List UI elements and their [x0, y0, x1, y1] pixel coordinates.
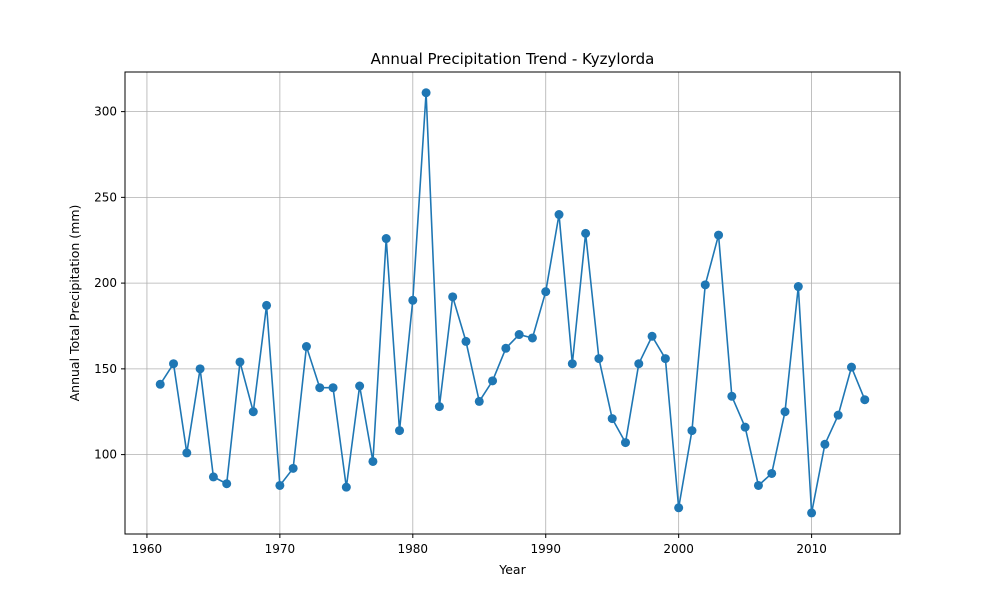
grid-lines	[125, 72, 900, 534]
data-point	[581, 228, 591, 238]
data-point	[355, 381, 365, 391]
data-point	[208, 472, 218, 482]
data-point	[514, 330, 524, 340]
data-point	[567, 359, 577, 369]
data-point	[860, 395, 870, 405]
data-point	[660, 354, 670, 364]
data-point	[235, 357, 245, 367]
data-point	[448, 292, 458, 302]
data-point	[461, 336, 471, 346]
data-point	[554, 210, 564, 220]
plot-frame	[124, 71, 901, 535]
data-point	[288, 463, 298, 473]
data-point	[408, 295, 418, 305]
data-point	[647, 331, 657, 341]
data-point	[607, 414, 617, 424]
y-tick-label: 100	[94, 448, 117, 462]
data-point	[687, 426, 697, 436]
y-tick-label: 200	[94, 276, 117, 290]
data-point	[541, 287, 551, 297]
data-point	[395, 426, 405, 436]
data-point	[793, 282, 803, 292]
data-point	[488, 376, 498, 386]
x-tick-label: 2010	[796, 542, 827, 556]
data-point	[155, 379, 165, 389]
data-point	[780, 407, 790, 417]
data-point	[714, 230, 724, 240]
y-tick-label: 250	[94, 190, 117, 204]
data-point	[262, 300, 272, 310]
x-axis-label: Year	[498, 562, 526, 577]
series-line	[159, 91, 866, 514]
data-point	[740, 422, 750, 432]
data-point	[421, 88, 431, 98]
data-point	[341, 482, 351, 492]
y-axis-label: Annual Total Precipitation (mm)	[67, 205, 82, 402]
data-point	[634, 359, 644, 369]
data-point	[501, 343, 511, 353]
data-point	[169, 359, 179, 369]
data-point	[767, 468, 777, 478]
data-point	[846, 362, 856, 372]
data-point	[434, 402, 444, 412]
data-point	[807, 508, 817, 518]
data-point	[594, 354, 604, 364]
data-point	[368, 456, 378, 466]
data-point	[700, 280, 710, 290]
y-tick-label: 150	[94, 362, 117, 376]
data-point	[182, 448, 192, 458]
axis-ticks: 1960 1970 1980 1990 2000 2010 100 150 200 250 300	[94, 105, 827, 556]
x-tick-label: 1990	[530, 542, 561, 556]
data-point	[527, 333, 537, 343]
data-point	[674, 503, 684, 513]
x-tick-label: 1970	[265, 542, 296, 556]
chart-title: Annual Precipitation Trend - Kyzylorda	[371, 50, 655, 68]
data-point	[301, 342, 311, 352]
data-point	[474, 396, 484, 406]
data-point	[833, 410, 843, 420]
data-point	[315, 383, 325, 393]
data-point	[328, 383, 338, 393]
data-point	[248, 407, 258, 417]
x-tick-label: 1960	[132, 542, 163, 556]
data-point	[275, 480, 285, 490]
y-tick-label: 300	[94, 105, 117, 119]
data-point	[753, 480, 763, 490]
data-point	[195, 364, 205, 374]
series-layer	[155, 88, 870, 518]
data-point	[381, 234, 391, 244]
data-point	[222, 479, 232, 489]
data-point	[620, 438, 630, 448]
data-point	[727, 391, 737, 401]
x-tick-label: 2000	[663, 542, 694, 556]
x-tick-label: 1980	[398, 542, 429, 556]
data-point	[820, 439, 830, 449]
